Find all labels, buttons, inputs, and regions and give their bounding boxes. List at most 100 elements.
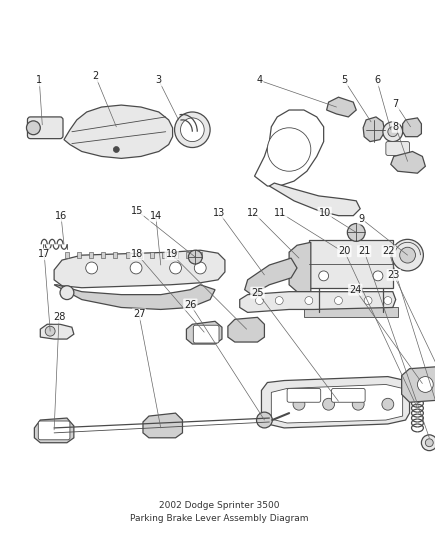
Text: 24: 24 <box>349 285 361 295</box>
Text: 2: 2 <box>92 71 99 82</box>
Circle shape <box>175 112 210 148</box>
Polygon shape <box>254 110 324 186</box>
Polygon shape <box>327 97 356 117</box>
FancyBboxPatch shape <box>28 117 63 139</box>
Polygon shape <box>228 317 265 342</box>
Circle shape <box>335 296 343 304</box>
Circle shape <box>194 262 206 274</box>
Text: 1: 1 <box>36 75 42 85</box>
Polygon shape <box>402 367 438 402</box>
Circle shape <box>257 412 272 428</box>
Text: 16: 16 <box>55 211 67 221</box>
Text: 19: 19 <box>166 249 178 259</box>
Circle shape <box>26 121 40 135</box>
Circle shape <box>384 296 392 304</box>
Text: 15: 15 <box>131 206 143 216</box>
Polygon shape <box>34 418 74 443</box>
Circle shape <box>364 296 372 304</box>
Circle shape <box>130 262 142 274</box>
Polygon shape <box>89 252 93 258</box>
Text: 12: 12 <box>247 208 260 217</box>
Polygon shape <box>138 252 141 258</box>
Circle shape <box>347 223 365 241</box>
Circle shape <box>383 122 403 142</box>
Text: 26: 26 <box>184 300 197 310</box>
Polygon shape <box>271 384 403 423</box>
Text: 23: 23 <box>388 270 400 280</box>
Circle shape <box>170 262 181 274</box>
Circle shape <box>323 398 335 410</box>
Text: 2002 Dodge Sprinter 3500
Parking Brake Lever Assembly Diagram: 2002 Dodge Sprinter 3500 Parking Brake L… <box>130 501 308 522</box>
Polygon shape <box>150 252 154 258</box>
Polygon shape <box>363 117 385 142</box>
Circle shape <box>86 262 98 274</box>
Polygon shape <box>77 252 81 258</box>
Circle shape <box>425 439 433 447</box>
Polygon shape <box>143 413 183 438</box>
Text: 6: 6 <box>374 75 380 85</box>
Circle shape <box>400 247 416 263</box>
Text: 11: 11 <box>274 208 286 217</box>
Polygon shape <box>391 151 425 173</box>
Text: 14: 14 <box>150 211 162 221</box>
Polygon shape <box>186 252 190 258</box>
Text: 10: 10 <box>318 208 331 217</box>
Polygon shape <box>403 118 421 136</box>
FancyBboxPatch shape <box>193 325 219 343</box>
Circle shape <box>305 296 313 304</box>
Polygon shape <box>245 258 297 295</box>
Text: 28: 28 <box>53 312 65 322</box>
Text: 3: 3 <box>156 75 162 85</box>
Circle shape <box>352 398 364 410</box>
Text: 20: 20 <box>338 246 350 256</box>
Circle shape <box>113 147 119 152</box>
Text: 27: 27 <box>133 309 145 319</box>
Text: 8: 8 <box>393 122 399 132</box>
Text: 17: 17 <box>38 249 50 259</box>
FancyBboxPatch shape <box>386 142 410 156</box>
Text: 5: 5 <box>341 75 347 85</box>
Circle shape <box>267 128 311 171</box>
Circle shape <box>392 239 424 271</box>
Circle shape <box>388 127 398 136</box>
Text: 25: 25 <box>251 288 264 297</box>
Text: 18: 18 <box>131 249 143 259</box>
Polygon shape <box>269 183 360 216</box>
Polygon shape <box>126 252 130 258</box>
FancyBboxPatch shape <box>332 389 365 402</box>
Polygon shape <box>162 252 166 258</box>
Circle shape <box>421 435 437 450</box>
Text: 13: 13 <box>213 208 225 217</box>
FancyBboxPatch shape <box>287 389 321 402</box>
Circle shape <box>275 296 283 304</box>
Polygon shape <box>198 252 202 258</box>
Text: 21: 21 <box>358 246 370 256</box>
Polygon shape <box>101 252 105 258</box>
Circle shape <box>255 296 263 304</box>
FancyBboxPatch shape <box>309 240 393 288</box>
Text: 4: 4 <box>256 75 262 85</box>
Circle shape <box>180 118 204 142</box>
Polygon shape <box>174 252 178 258</box>
Polygon shape <box>261 377 410 428</box>
FancyBboxPatch shape <box>38 421 70 440</box>
Circle shape <box>60 286 74 300</box>
Text: 9: 9 <box>358 214 364 224</box>
Circle shape <box>417 377 433 392</box>
Circle shape <box>293 398 305 410</box>
Circle shape <box>45 326 55 336</box>
Polygon shape <box>187 321 222 344</box>
Circle shape <box>319 271 328 281</box>
Circle shape <box>382 398 394 410</box>
Polygon shape <box>240 292 396 312</box>
Polygon shape <box>54 285 215 310</box>
Polygon shape <box>64 105 173 158</box>
Polygon shape <box>40 324 74 339</box>
Circle shape <box>188 250 202 264</box>
Polygon shape <box>65 252 69 258</box>
Text: 22: 22 <box>382 246 395 256</box>
Polygon shape <box>304 308 398 317</box>
Text: 7: 7 <box>392 99 399 109</box>
Polygon shape <box>289 243 311 292</box>
Circle shape <box>373 271 383 281</box>
